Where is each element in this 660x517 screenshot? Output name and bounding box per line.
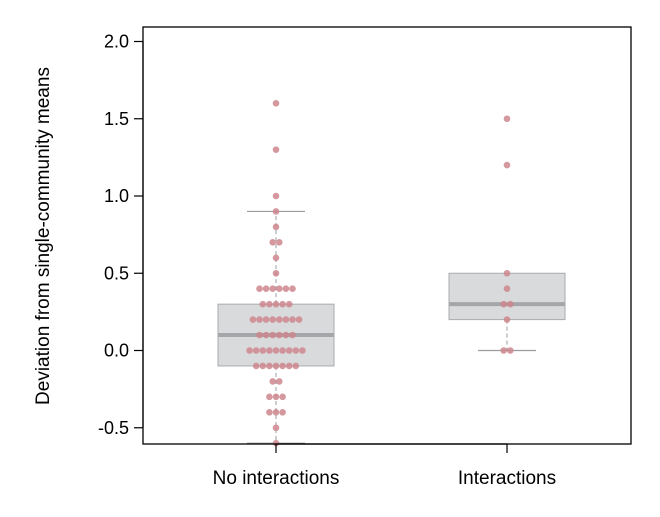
data-point-no-interactions	[272, 254, 280, 262]
data-point-interactions	[503, 115, 511, 123]
data-point-no-interactions	[272, 409, 280, 416]
data-point-no-interactions	[269, 239, 277, 246]
data-point-no-interactions	[285, 300, 293, 308]
data-point-no-interactions	[289, 316, 296, 323]
data-point-no-interactions	[272, 439, 280, 447]
data-point-no-interactions	[262, 316, 270, 323]
y-tick-label: -0.5	[98, 418, 129, 438]
data-point-no-interactions	[262, 285, 270, 293]
y-tick-label: 1.5	[104, 109, 129, 129]
data-point-no-interactions	[295, 316, 303, 323]
x-axis: No interactions Interactions	[213, 443, 556, 489]
data-point-interactions	[500, 300, 508, 308]
data-point-no-interactions	[285, 347, 293, 354]
data-point-no-interactions	[266, 409, 273, 416]
data-point-no-interactions	[269, 331, 277, 339]
data-point-no-interactions	[256, 285, 263, 293]
data-point-no-interactions	[252, 347, 260, 354]
data-point-no-interactions	[269, 285, 277, 293]
data-point-no-interactions	[269, 378, 277, 385]
data-point-no-interactions	[272, 300, 280, 308]
data-point-no-interactions	[282, 331, 290, 339]
data-point-no-interactions	[272, 347, 280, 354]
data-point-no-interactions	[256, 331, 263, 339]
data-point-interactions	[503, 316, 511, 323]
data-point-no-interactions	[272, 208, 280, 215]
x-tick-label: No interactions	[213, 468, 340, 489]
data-point-interactions	[500, 347, 508, 354]
data-point-no-interactions	[272, 100, 280, 107]
data-point-no-interactions	[266, 300, 273, 308]
y-tick-label: 2.0	[104, 32, 129, 52]
y-axis-label: Deviation from single-community means	[33, 67, 54, 405]
box-interactions	[448, 272, 566, 321]
y-tick-label: 1.0	[104, 186, 129, 206]
y-axis: -0.5 0.0 0.5 1.0 1.5 2.0	[98, 32, 144, 438]
data-point-no-interactions	[292, 362, 300, 370]
data-point-no-interactions	[285, 362, 293, 370]
data-point-no-interactions	[272, 223, 280, 231]
data-point-no-interactions	[276, 378, 283, 385]
data-point-no-interactions	[276, 239, 283, 246]
data-point-no-interactions	[266, 347, 273, 354]
y-tick-label: 0.5	[104, 263, 129, 283]
data-point-no-interactions	[269, 316, 277, 323]
data-point-interactions	[503, 161, 511, 169]
data-point-no-interactions	[272, 269, 280, 277]
data-point-no-interactions	[259, 347, 267, 354]
data-point-no-interactions	[279, 300, 286, 308]
data-point-no-interactions	[279, 347, 286, 354]
data-point-no-interactions	[276, 331, 283, 339]
data-point-no-interactions	[272, 192, 280, 200]
data-point-no-interactions	[299, 347, 306, 354]
data-point-no-interactions	[256, 316, 263, 323]
data-point-interactions	[503, 285, 511, 293]
data-point-interactions	[507, 347, 514, 354]
data-point-no-interactions	[272, 393, 280, 401]
data-point-no-interactions	[266, 362, 273, 370]
data-point-no-interactions	[272, 362, 280, 370]
data-point-no-interactions	[282, 285, 290, 293]
data-point-no-interactions	[259, 300, 267, 308]
data-point-interactions	[507, 300, 514, 308]
data-point-no-interactions	[292, 347, 300, 354]
data-point-no-interactions	[259, 362, 267, 370]
data-point-no-interactions	[289, 331, 296, 339]
data-point-no-interactions	[249, 316, 257, 323]
data-point-no-interactions	[282, 316, 290, 323]
plot-frame	[142, 26, 632, 445]
data-point-no-interactions	[276, 316, 283, 323]
points-layer	[246, 100, 514, 447]
data-point-no-interactions	[246, 347, 253, 354]
data-point-no-interactions	[272, 424, 280, 432]
data-point-no-interactions	[262, 331, 270, 339]
data-point-no-interactions	[279, 393, 286, 401]
data-point-no-interactions	[266, 393, 273, 401]
boxes-layer	[217, 210, 566, 444]
data-point-no-interactions	[289, 285, 296, 293]
data-point-interactions	[503, 269, 511, 277]
y-tick-label: 0.0	[104, 341, 129, 361]
data-point-no-interactions	[252, 362, 260, 370]
x-tick-label: Interactions	[458, 468, 556, 489]
data-point-no-interactions	[272, 146, 280, 153]
data-point-no-interactions	[279, 362, 286, 370]
data-point-no-interactions	[276, 285, 283, 293]
data-point-no-interactions	[279, 409, 286, 416]
